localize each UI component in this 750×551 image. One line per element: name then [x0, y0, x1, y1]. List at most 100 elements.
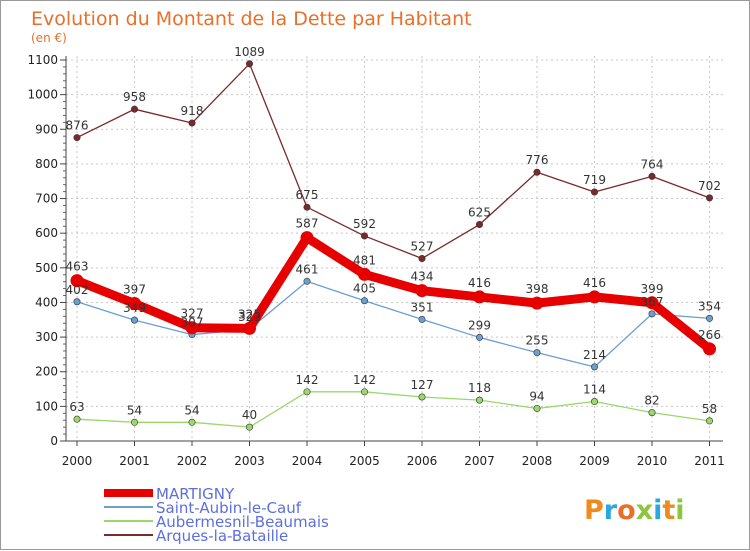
data-point	[418, 393, 426, 401]
brand-text: Proxiti	[584, 495, 685, 526]
data-label: 527	[411, 239, 434, 253]
y-tick-label: 1100	[27, 53, 58, 67]
data-label: 351	[411, 300, 434, 314]
data-point	[590, 363, 598, 371]
y-tick-label: 800	[35, 157, 58, 171]
data-label: 592	[353, 217, 376, 231]
data-point	[360, 388, 368, 396]
data-label: 255	[526, 334, 549, 348]
data-label: 118	[468, 381, 491, 395]
data-point	[705, 194, 713, 202]
data-label: 299	[468, 318, 491, 332]
data-point	[473, 290, 486, 304]
series-aubermesnil-beaumais	[73, 388, 713, 431]
data-point	[360, 232, 368, 240]
data-point	[533, 404, 541, 412]
data-label: 675	[296, 188, 319, 202]
data-point	[243, 321, 256, 335]
data-point	[188, 119, 196, 127]
grid	[66, 56, 723, 441]
y-tick-label: 500	[35, 261, 58, 275]
data-label: 461	[296, 262, 319, 276]
proxiti-logo: Proxiti	[584, 495, 685, 526]
x-tick-label: 2005	[349, 454, 380, 468]
data-point	[360, 297, 368, 305]
y-tick-label: 1000	[27, 88, 58, 102]
legend-label: Aubermesnil-Beaumais	[156, 513, 329, 531]
data-label: 702	[698, 179, 721, 193]
y-tick-label: 0	[50, 434, 58, 448]
data-label: 367	[641, 295, 664, 309]
data-label: 918	[181, 104, 204, 118]
data-point	[590, 188, 598, 196]
legend-label: Saint-Aubin-le-Cauf	[156, 499, 302, 517]
data-label: 416	[468, 276, 491, 290]
series-saint-aubin-le-cauf	[73, 277, 713, 371]
data-label: 94	[529, 389, 544, 403]
y-tick-label: 600	[35, 226, 58, 240]
y-tick-label: 400	[35, 295, 58, 309]
data-label: 54	[184, 403, 199, 417]
x-tick-label: 2008	[522, 454, 553, 468]
series-line	[72, 233, 714, 354]
series-arques-la-bataille	[73, 60, 713, 262]
data-point	[475, 333, 483, 341]
series-martigny	[70, 231, 716, 356]
series-line	[76, 63, 711, 260]
brand-letter: P	[584, 495, 604, 526]
data-label: 323	[238, 310, 261, 324]
data-point	[73, 298, 81, 306]
data-label: 876	[66, 119, 89, 133]
data-point	[703, 342, 716, 356]
data-label: 354	[698, 299, 721, 313]
data-point	[648, 172, 656, 180]
data-point	[73, 134, 81, 142]
y-tick-label: 100	[35, 399, 58, 413]
data-label: 58	[702, 402, 717, 416]
x-tick-label: 2011	[694, 454, 725, 468]
x-tick-label: 2006	[407, 454, 438, 468]
data-point	[188, 418, 196, 426]
data-label: 325	[238, 307, 261, 321]
x-tick-label: 2007	[464, 454, 495, 468]
data-point	[185, 321, 199, 335]
data-label: 127	[411, 378, 434, 392]
data-label: 405	[353, 282, 376, 296]
data-point	[415, 284, 429, 298]
data-label: 40	[242, 408, 257, 422]
series-group: 8769589181089675592527625776719764702402…	[66, 45, 721, 431]
data-label: 625	[468, 206, 491, 220]
data-labels: 8769589181089675592527625776719764702402…	[66, 45, 721, 422]
data-label: 349	[123, 301, 146, 315]
x-tick-label: 2003	[234, 454, 265, 468]
data-point	[70, 274, 84, 288]
data-label: 142	[353, 373, 376, 387]
data-point	[590, 398, 598, 406]
data-point	[705, 417, 713, 425]
data-point	[303, 203, 311, 211]
data-point	[705, 314, 713, 322]
data-label: 398	[526, 282, 549, 296]
legend: MARTIGNYSaint-Aubin-le-CaufAubermesnil-B…	[104, 485, 329, 545]
data-label: 142	[296, 373, 319, 387]
x-tick-label: 2001	[119, 454, 150, 468]
data-label: 397	[123, 282, 146, 296]
data-point	[475, 221, 483, 229]
data-label: 402	[66, 283, 89, 297]
x-tick-label: 2010	[637, 454, 668, 468]
data-point	[303, 277, 311, 285]
brand-letter: x	[636, 495, 653, 526]
data-point	[475, 396, 483, 404]
data-point	[73, 415, 81, 423]
data-label: 266	[698, 328, 721, 342]
data-label: 776	[526, 153, 549, 167]
data-label: 719	[583, 173, 606, 187]
data-point	[533, 168, 541, 176]
data-label: 416	[583, 276, 606, 290]
data-label: 399	[641, 282, 664, 296]
data-point	[131, 418, 139, 426]
data-point	[648, 409, 656, 417]
data-point	[128, 296, 141, 310]
brand-letter: i	[653, 495, 662, 526]
